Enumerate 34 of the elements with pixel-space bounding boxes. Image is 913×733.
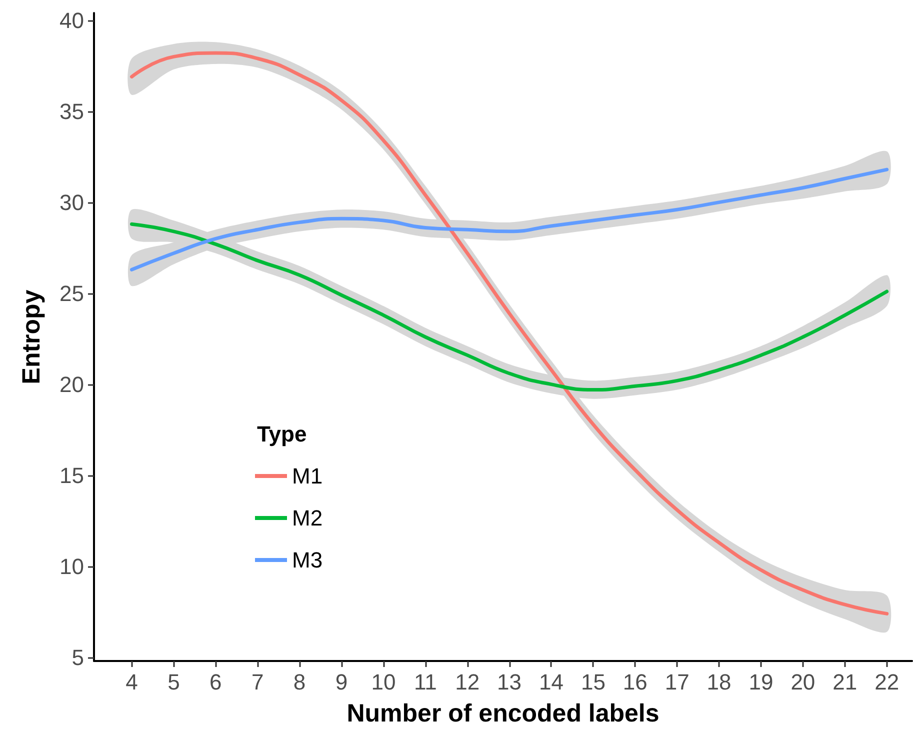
- x-tick-label: 4: [126, 670, 138, 694]
- y-tick-label: 25: [60, 280, 84, 306]
- x-axis-title: Number of encoded labels: [346, 700, 660, 728]
- x-tick-label: 21: [832, 670, 858, 694]
- x-tick-label: 16: [622, 670, 648, 694]
- legend-label: M2: [292, 506, 323, 530]
- x-tick-label: 6: [210, 670, 222, 694]
- x-tick-label: 14: [539, 670, 564, 694]
- x-tick-label: 22: [874, 670, 900, 694]
- y-tick-label: 15: [60, 462, 84, 488]
- legend-title: Type: [257, 422, 307, 446]
- x-tick-label: 12: [455, 670, 480, 694]
- y-tick-label: 10: [60, 554, 84, 579]
- x-tick-label: 20: [790, 670, 816, 694]
- legend-label: M1: [292, 464, 323, 488]
- x-tick-label: 8: [293, 670, 306, 694]
- x-tick-label: 17: [664, 670, 690, 694]
- legend-label: M3: [292, 548, 323, 572]
- x-tick-label: 19: [748, 670, 774, 694]
- x-tick-label: 10: [371, 670, 396, 694]
- x-tick-label: 11: [414, 670, 437, 694]
- y-tick-label: 40: [60, 8, 84, 33]
- x-tick-label: 7: [251, 670, 264, 694]
- y-tick-label: 30: [60, 190, 84, 215]
- y-tick-label: 35: [60, 98, 84, 124]
- y-axis-title: Entropy: [18, 290, 46, 384]
- line-series: [130, 168, 889, 272]
- y-tick-label: 5: [72, 644, 84, 670]
- x-tick-label: 5: [168, 670, 180, 694]
- x-tick-label: 13: [497, 670, 522, 694]
- x-tick-label: 15: [580, 670, 606, 694]
- x-tick-label: 18: [706, 670, 732, 694]
- x-tick-label: 9: [335, 670, 348, 694]
- y-tick-label: 20: [60, 372, 84, 397]
